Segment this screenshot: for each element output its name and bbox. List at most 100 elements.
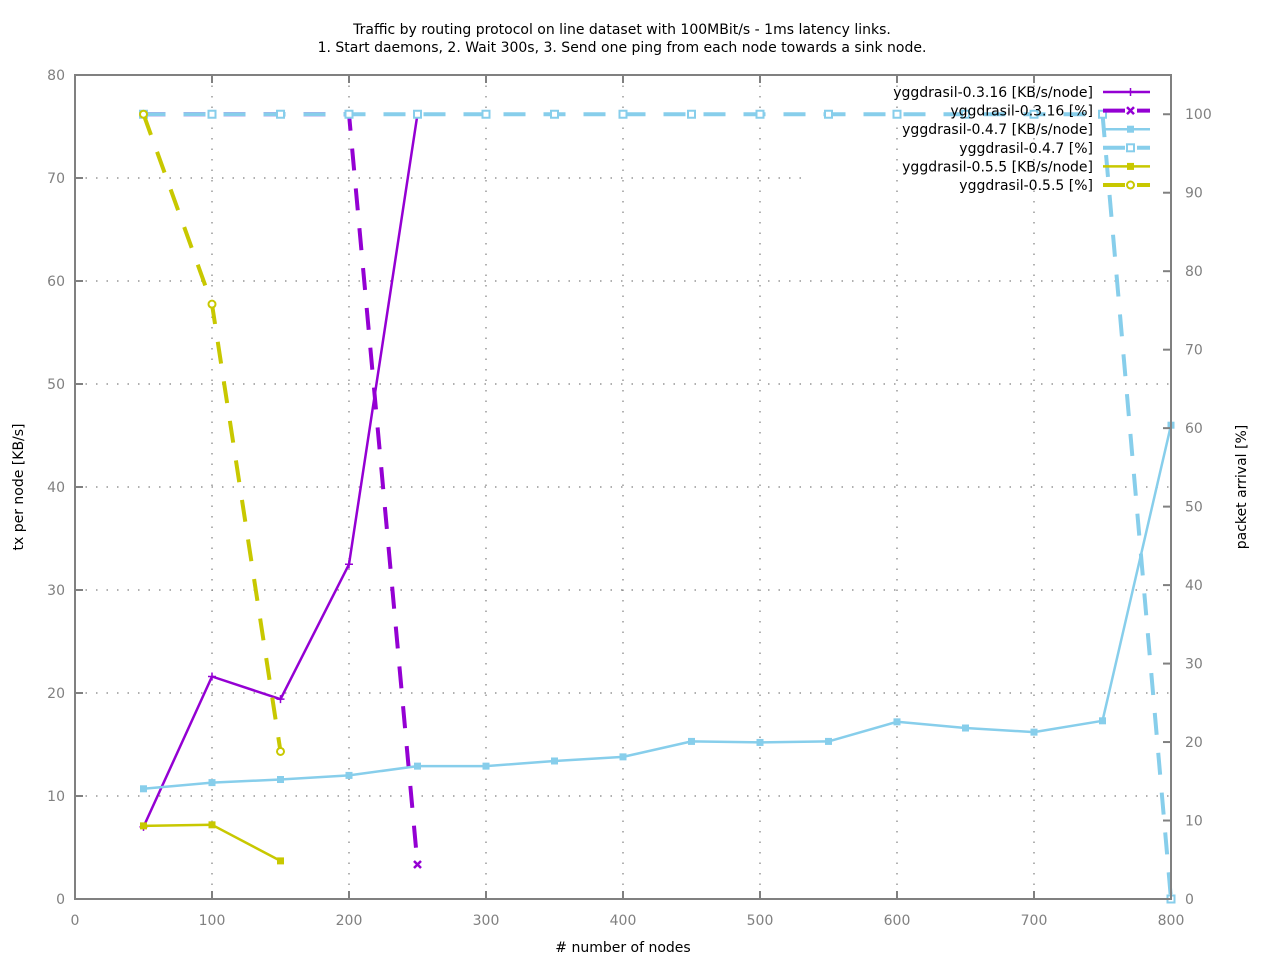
x-tick-label: 400 (610, 913, 637, 929)
legend-marker (1127, 125, 1134, 133)
series-0 (139, 110, 422, 831)
legend-label: yggdrasil-0.3.16 [%] (950, 104, 1093, 120)
data-point (619, 753, 627, 761)
legend-label: yggdrasil-0.4.7 [%] (959, 141, 1093, 157)
x-tick-label: 100 (199, 913, 226, 929)
data-point (276, 746, 285, 756)
legend-entry-0: yggdrasil-0.3.16 [KB/s/node] (893, 85, 1150, 101)
data-point (824, 109, 833, 119)
data-point (961, 109, 970, 119)
y2-tick-label: 100 (1185, 107, 1212, 123)
legend-label: yggdrasil-0.5.5 [KB/s/node] (902, 159, 1093, 175)
legend-entry-5: yggdrasil-0.5.5 [%] (959, 178, 1150, 194)
data-point (277, 776, 284, 784)
data-point (208, 779, 216, 787)
legend: yggdrasil-0.3.16 [KB/s/node] yggdrasil-0.… (893, 85, 1150, 194)
y2-tick-label: 0 (1185, 892, 1194, 908)
series-4 (140, 821, 284, 865)
data-point (277, 857, 284, 865)
data-point (687, 109, 696, 119)
y2-tick-label: 60 (1185, 421, 1203, 437)
data-point (414, 762, 421, 770)
data-point (551, 757, 558, 765)
data-point (825, 737, 832, 745)
y2-axis-label: packet arrival [%] (1234, 425, 1250, 550)
legend-marker (1126, 143, 1135, 153)
data-point (140, 785, 147, 793)
legend-entry-2: yggdrasil-0.4.7 [KB/s/node] (902, 122, 1150, 138)
data-point (207, 299, 217, 309)
chart-title-line-2: 1. Start daemons, 2. Wait 300s, 3. Send … (318, 40, 927, 56)
grid (75, 75, 1171, 899)
y-tick-label: 30 (47, 583, 65, 599)
legend-label: yggdrasil-0.4.7 [KB/s/node] (902, 122, 1093, 138)
legend-entry-3: yggdrasil-0.4.7 [%] (959, 141, 1150, 157)
y-tick-label: 50 (47, 377, 65, 393)
data-point (688, 737, 695, 745)
data-point (208, 821, 216, 829)
y2-tick-label: 20 (1185, 735, 1203, 751)
y-tick-label: 20 (47, 686, 65, 702)
x-tick-label: 600 (884, 913, 911, 929)
data-point (345, 560, 353, 569)
data-point (481, 109, 491, 119)
data-point (1030, 728, 1038, 736)
series-line-3 (143, 112, 1173, 900)
x-tick-label: 700 (1021, 913, 1048, 929)
data-point (1098, 109, 1107, 119)
y2-tick-label: 80 (1185, 264, 1203, 280)
data-point (618, 109, 628, 119)
y2-tick-label: 40 (1185, 578, 1203, 594)
series-line-2 (143, 424, 1173, 791)
data-point (207, 109, 217, 119)
data-point (344, 109, 354, 119)
data-point (413, 860, 422, 869)
y2-tick-label: 30 (1185, 657, 1203, 673)
legend-marker (1126, 106, 1135, 115)
legend-entry-1: yggdrasil-0.3.16 [%] (950, 104, 1150, 120)
data-point (1029, 109, 1039, 119)
data-point (413, 109, 422, 119)
y-tick-label: 10 (47, 789, 65, 805)
data-point (755, 109, 765, 119)
x-tick-label: 800 (1158, 913, 1185, 929)
series-3 (139, 109, 1176, 904)
data-point (208, 672, 216, 681)
data-point (756, 738, 764, 746)
data-point (345, 771, 353, 779)
legend-label: yggdrasil-0.3.16 [KB/s/node] (893, 85, 1093, 101)
series-5 (139, 109, 285, 756)
data-point (482, 762, 490, 770)
legend-marker (1126, 180, 1135, 190)
data-point (276, 695, 285, 704)
y-axis-label: tx per node [KB/s] (11, 423, 27, 550)
x-axis-label: # number of nodes (555, 940, 690, 956)
data-point (893, 718, 901, 726)
y-tick-label: 0 (56, 892, 65, 908)
data-point (962, 724, 969, 732)
legend-label: yggdrasil-0.5.5 [%] (959, 178, 1093, 194)
y-tick-label: 60 (47, 274, 65, 290)
y2-tick-label: 50 (1185, 500, 1203, 516)
data-point (1099, 717, 1106, 725)
data-point (139, 109, 148, 119)
y-tick-label: 40 (47, 480, 65, 496)
x-tick-label: 200 (336, 913, 363, 929)
y-tick-label: 70 (47, 171, 65, 187)
x-tick-label: 500 (747, 913, 774, 929)
data-point (892, 109, 902, 119)
data-point (140, 822, 147, 830)
y2-tick-label: 10 (1185, 814, 1203, 830)
legend-entry-4: yggdrasil-0.5.5 [KB/s/node] (902, 159, 1150, 175)
legend-marker (1126, 88, 1135, 96)
y-tick-label: 80 (47, 68, 65, 84)
chart-title-line-1: Traffic by routing protocol on line data… (352, 22, 891, 38)
y2-tick-label: 70 (1185, 343, 1203, 359)
legend-marker (1127, 162, 1134, 170)
x-tick-label: 0 (71, 913, 80, 929)
y2-tick-label: 90 (1185, 186, 1203, 202)
series-layer (139, 109, 1176, 904)
data-point (276, 109, 285, 119)
